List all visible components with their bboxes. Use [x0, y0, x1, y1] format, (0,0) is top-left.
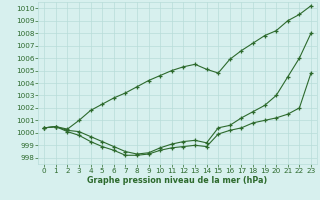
- X-axis label: Graphe pression niveau de la mer (hPa): Graphe pression niveau de la mer (hPa): [87, 176, 268, 185]
